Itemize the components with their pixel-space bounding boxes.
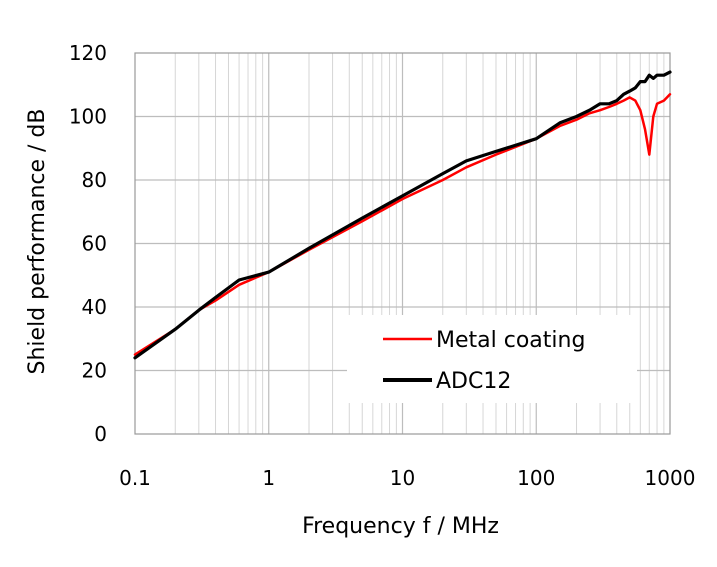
y-tick-label: 20 [82,359,107,383]
legend-background [347,315,637,403]
y-tick-label: 40 [82,295,107,319]
x-axis-title: Frequency f / MHz [302,514,499,539]
y-tick-label: 0 [94,422,107,446]
legend-label-metal-coating: Metal coating [436,328,585,353]
x-tick-label: 0.1 [119,466,151,490]
series-layer [133,70,672,360]
x-axis-ticks: 0.1 1 10 100 1000 [119,466,695,490]
legend-label-adc12: ADC12 [436,369,511,394]
y-tick-label: 80 [82,168,107,192]
plot-frame [134,52,671,435]
x-tick-label: 10 [390,466,415,490]
y-tick-label: 60 [82,232,107,256]
x-tick-label: 1000 [645,466,696,490]
legend: Metal coating ADC12 [347,315,637,403]
y-axis-title: Shield performance / dB [25,109,50,375]
x-tick-label: 1 [262,466,275,490]
x-tick-label: 100 [517,466,555,490]
y-tick-label: 120 [69,41,107,65]
y-tick-label: 100 [69,105,107,129]
series-line-adc12 [133,70,672,360]
y-axis-ticks: 0 20 40 60 80 100 120 [69,41,107,446]
